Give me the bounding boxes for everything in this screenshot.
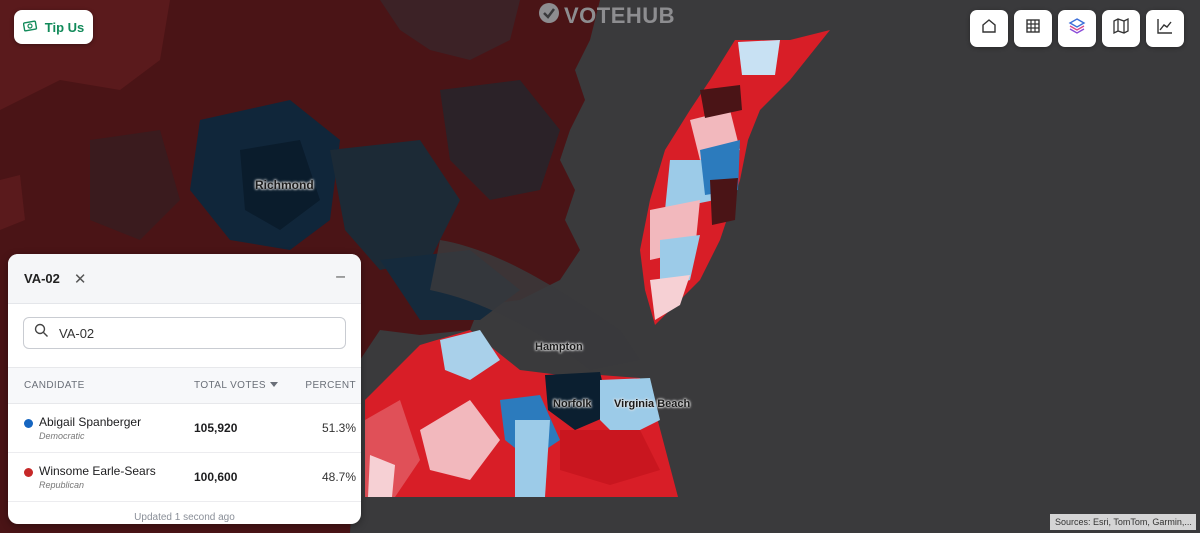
candidate-votes: 100,600 bbox=[194, 470, 238, 484]
chart-icon bbox=[1156, 17, 1174, 40]
panel-header: VA-02 ✕ – bbox=[8, 254, 361, 304]
candidate-party: Democratic bbox=[39, 431, 85, 441]
minimize-icon[interactable]: – bbox=[336, 268, 345, 285]
map-icon bbox=[1112, 17, 1130, 40]
candidate-party: Republican bbox=[39, 480, 85, 490]
table-row[interactable]: Abigail Spanberger Democratic 105,920 51… bbox=[8, 404, 361, 453]
column-total-votes-label: TOTAL VOTES bbox=[194, 380, 267, 391]
panel-title: VA-02 bbox=[24, 271, 60, 286]
table-row[interactable]: Winsome Earle-Sears Republican 100,600 4… bbox=[8, 453, 361, 502]
column-candidate[interactable]: CANDIDATE bbox=[24, 380, 85, 391]
home-icon bbox=[980, 17, 998, 40]
column-total-votes[interactable]: TOTAL VOTES bbox=[178, 380, 304, 391]
grid-icon bbox=[1024, 17, 1042, 40]
city-label-hampton: Hampton bbox=[535, 341, 583, 353]
chart-button[interactable] bbox=[1146, 10, 1184, 47]
home-button[interactable] bbox=[970, 10, 1008, 47]
table-header: CANDIDATE TOTAL VOTES PERCENT bbox=[8, 367, 361, 404]
sort-down-icon bbox=[270, 380, 279, 391]
close-icon[interactable]: ✕ bbox=[73, 270, 87, 288]
candidate-percent: 48.7% bbox=[321, 470, 356, 484]
logo-text: VOTEHUB bbox=[564, 3, 676, 28]
search-box bbox=[23, 317, 346, 349]
column-percent[interactable]: PERCENT bbox=[305, 380, 356, 391]
candidate-name: Abigail Spanberger bbox=[39, 415, 142, 429]
candidate-name: Winsome Earle-Sears bbox=[39, 464, 156, 478]
tip-us-button[interactable]: Tip Us bbox=[14, 10, 93, 44]
money-icon bbox=[22, 19, 39, 36]
map-button[interactable] bbox=[1102, 10, 1140, 47]
party-color-dot bbox=[24, 468, 33, 477]
tip-us-label: Tip Us bbox=[44, 19, 85, 35]
city-label-virginia-beach: Virginia Beach bbox=[614, 398, 691, 410]
votehub-logo: VOTEHUB bbox=[538, 2, 675, 30]
map-toolbar bbox=[970, 10, 1184, 47]
table-button[interactable] bbox=[1014, 10, 1052, 47]
candidate-percent: 51.3% bbox=[321, 421, 356, 435]
city-label-richmond: Richmond bbox=[255, 178, 314, 192]
city-label-norfolk: Norfolk bbox=[553, 398, 592, 410]
results-panel: VA-02 ✕ – CANDIDATE TOTAL VOTES PERCENT … bbox=[8, 254, 361, 524]
layers-icon bbox=[1068, 17, 1086, 40]
updated-timestamp: Updated 1 second ago bbox=[134, 512, 235, 523]
search-input[interactable] bbox=[57, 324, 321, 342]
layers-button[interactable] bbox=[1058, 10, 1096, 47]
candidate-votes: 105,920 bbox=[194, 421, 238, 435]
search-icon bbox=[34, 323, 49, 343]
map-attribution[interactable]: Sources: Esri, TomTom, Garmin,... bbox=[1050, 514, 1196, 530]
check-circle-icon bbox=[538, 2, 560, 30]
party-color-dot bbox=[24, 419, 33, 428]
